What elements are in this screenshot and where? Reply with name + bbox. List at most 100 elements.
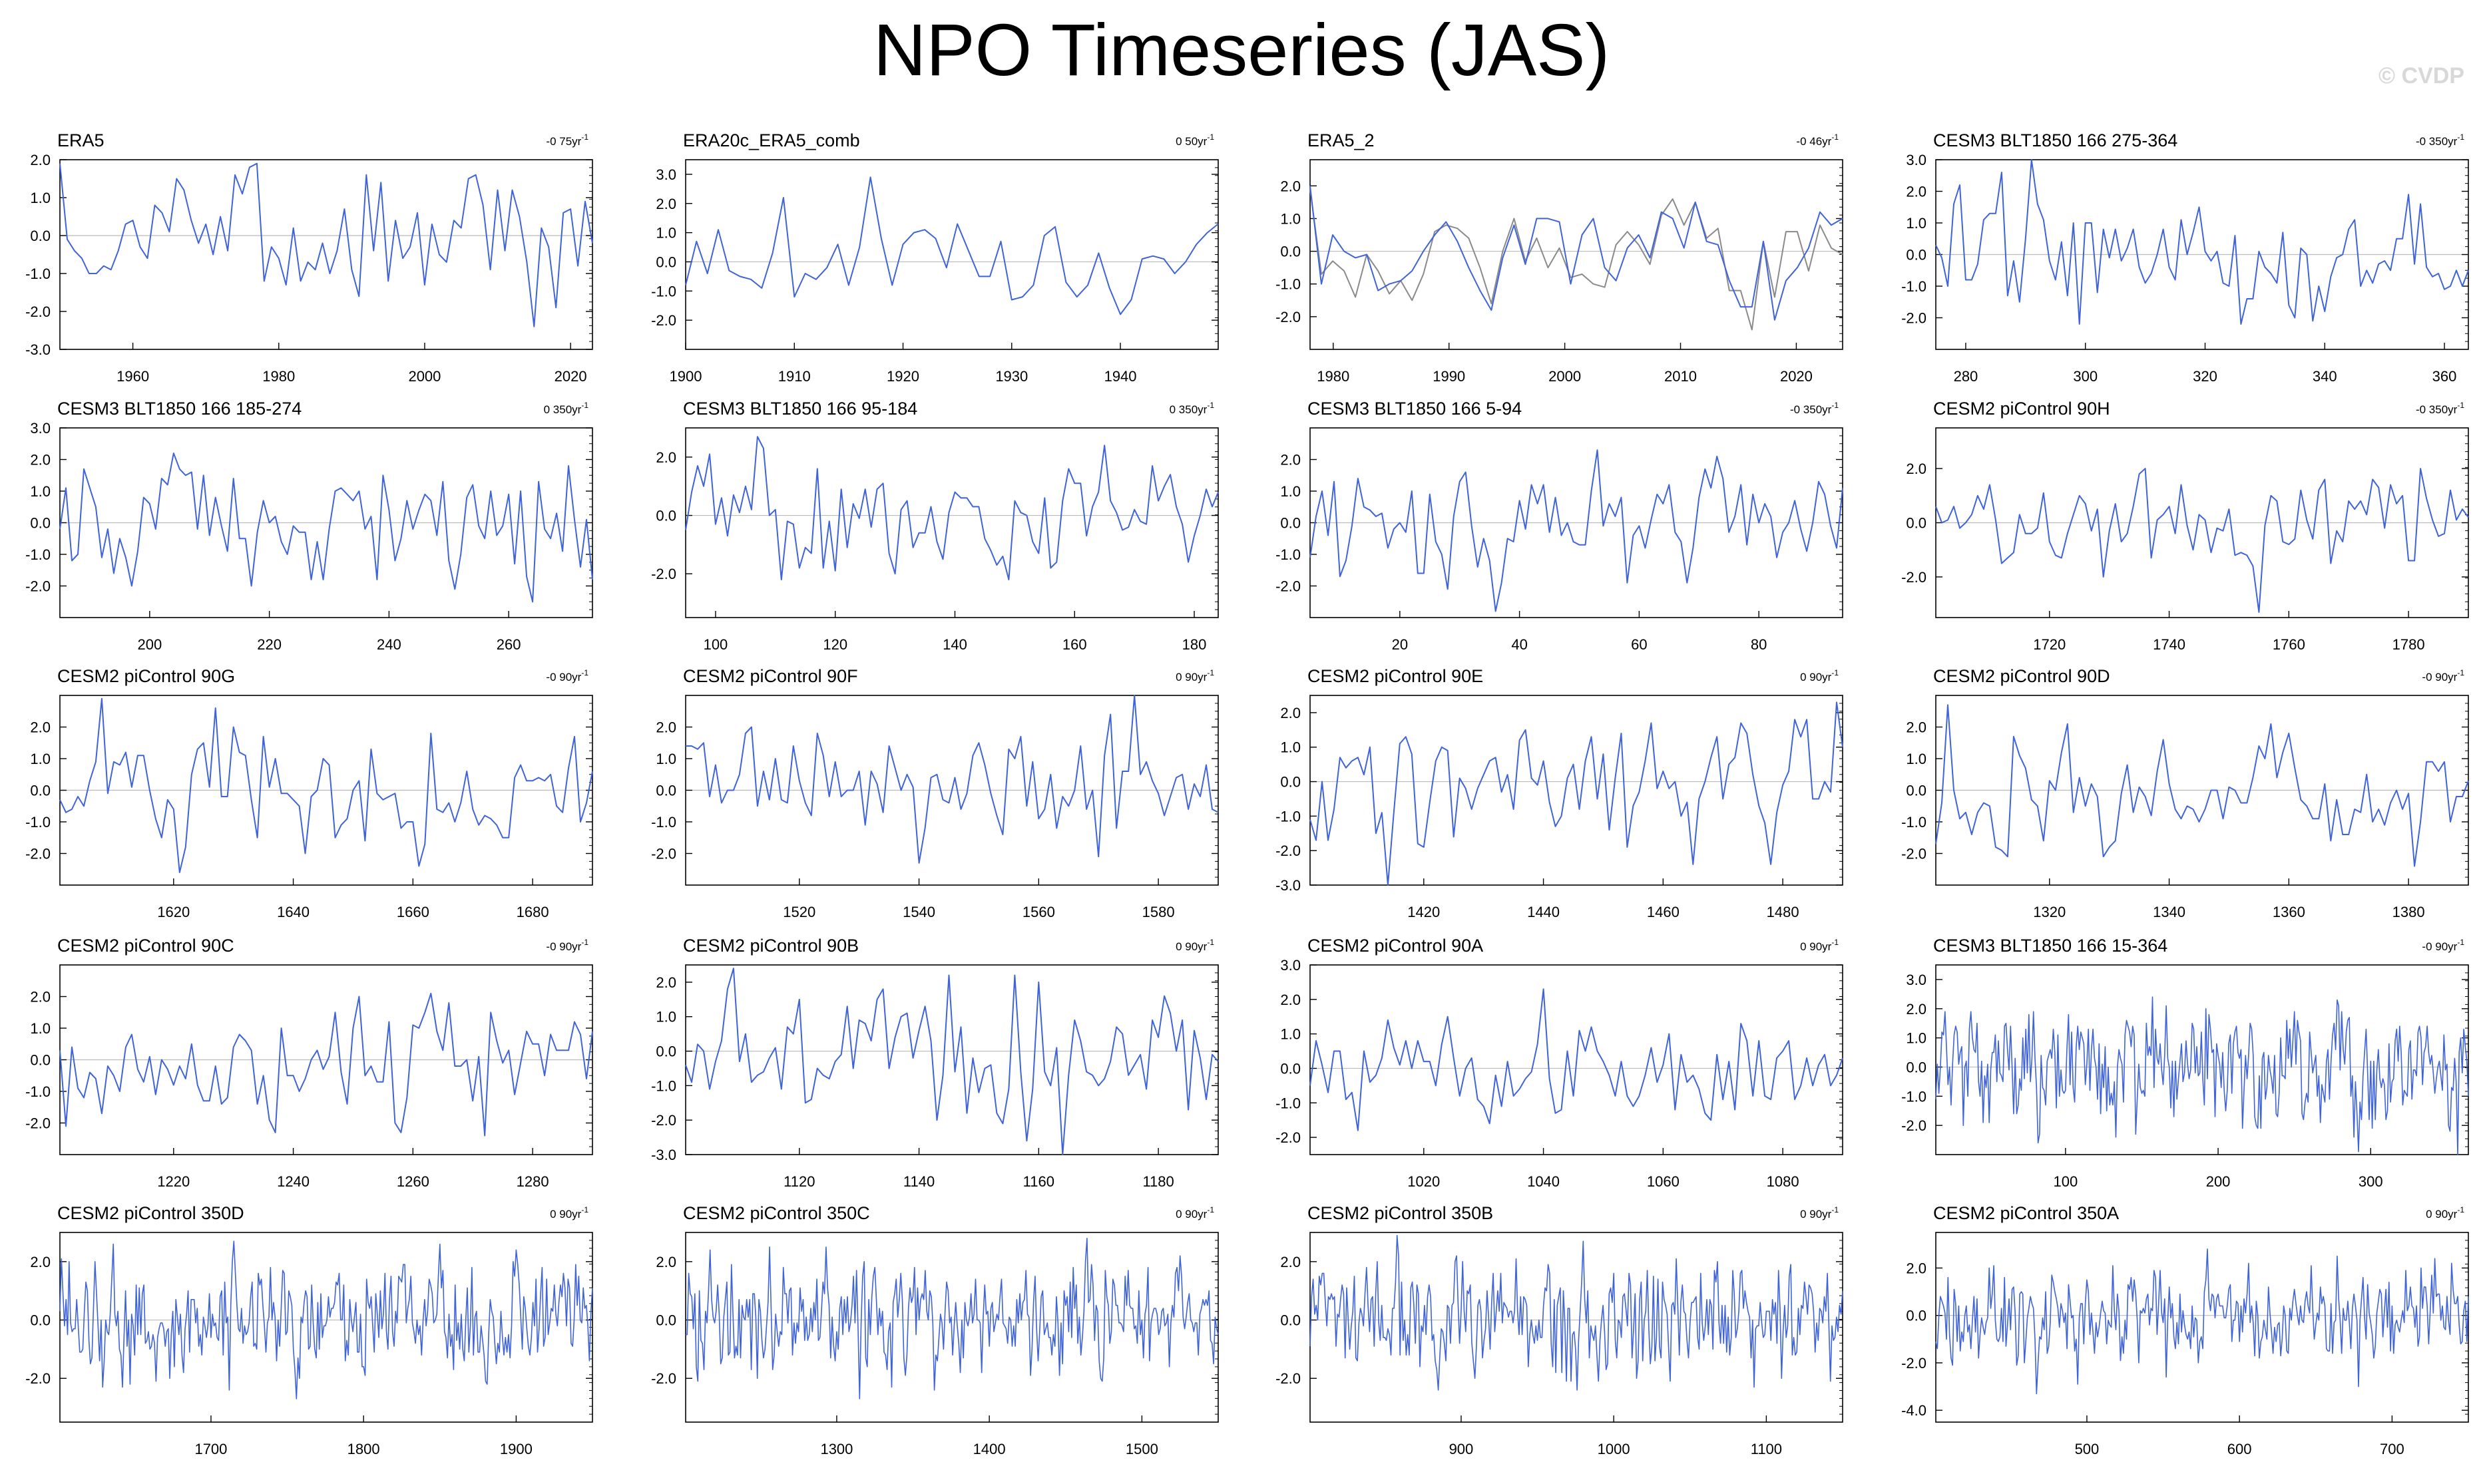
y-tick-label: 0.0 <box>30 1052 51 1069</box>
y-tick-label: -2.0 <box>651 846 676 862</box>
y-tick-label: -1.0 <box>1901 814 1926 831</box>
x-tick-label: 200 <box>137 636 162 653</box>
y-tick-label: 1.0 <box>1906 1030 1926 1047</box>
panel-20: CESM2 piControl 350A 0 90yr-1 2.0 0.0 -2.0 -4… <box>1901 1203 2469 1457</box>
y-tick-label: -2.0 <box>1901 846 1926 862</box>
y-tick-label: -2.0 <box>25 1115 51 1132</box>
x-tick-label: 2000 <box>1548 368 1581 385</box>
series-line <box>1309 988 1843 1131</box>
x-tick-label: 1540 <box>903 904 935 920</box>
y-tick-label: 3.0 <box>1906 152 1926 168</box>
y-tick-label: 1.0 <box>1280 210 1301 227</box>
x-tick-label: 2020 <box>1780 368 1813 385</box>
y-tick-label: -2.0 <box>651 566 676 582</box>
y-tick-label: -2.0 <box>1275 309 1301 325</box>
series-line <box>685 436 1219 580</box>
x-tick-label: 1100 <box>1751 1441 1782 1457</box>
y-tick-label: -1.0 <box>25 546 51 563</box>
y-tick-label: -3.0 <box>1275 877 1301 894</box>
panel-title: CESM2 piControl 350D <box>57 1203 244 1223</box>
trend-label: 0 90yr-1 <box>2426 1205 2464 1220</box>
y-tick-label: 0.0 <box>656 508 676 524</box>
x-tick-label: 1740 <box>2153 636 2185 653</box>
x-tick-label: 320 <box>2193 368 2217 385</box>
x-tick-label: 1680 <box>517 904 549 920</box>
y-tick-label: -1.0 <box>651 814 676 831</box>
y-tick-label: 1.0 <box>1280 1026 1301 1043</box>
panel-title: CESM2 piControl 350B <box>1307 1203 1493 1223</box>
y-tick-label: 0.0 <box>1280 515 1301 532</box>
series-line <box>1935 996 2469 1155</box>
series-line <box>686 1238 1219 1399</box>
y-tick-label: -2.0 <box>651 1370 676 1387</box>
y-tick-label: -1.0 <box>1275 1095 1301 1111</box>
y-tick-label: -4.0 <box>1901 1402 1926 1419</box>
series-line <box>59 697 593 873</box>
x-tick-label: 1140 <box>903 1173 935 1190</box>
x-tick-label: 200 <box>2206 1173 2231 1190</box>
y-tick-label: 2.0 <box>1906 184 1926 200</box>
x-tick-label: 1760 <box>2273 636 2305 653</box>
trend-label: 0 90yr-1 <box>1176 938 1214 953</box>
y-tick-label: -2.0 <box>651 312 676 329</box>
y-tick-label: 1.0 <box>30 190 51 206</box>
panel-2: ERA20c_ERA5_comb 0 50yr-1 3.0 2.0 1.0 0.0 -1.0… <box>651 130 1219 385</box>
panel-title: CESM2 piControl 350C <box>683 1203 870 1223</box>
trend-label: -0 90yr-1 <box>546 938 588 953</box>
y-tick-label: 2.0 <box>656 1254 676 1270</box>
panel-9: CESM2 piControl 90G -0 90yr-1 2.0 1.0 0.0 -1.… <box>25 666 593 920</box>
y-tick-label: -1.0 <box>1901 278 1926 295</box>
x-tick-label: 1480 <box>1767 904 1799 920</box>
panel-12: CESM2 piControl 90D -0 90yr-1 2.0 1.0 0.0 -1.… <box>1901 666 2469 920</box>
y-tick-label: 0.0 <box>656 783 676 799</box>
x-tick-label: 1980 <box>1317 368 1349 385</box>
x-tick-label: 120 <box>823 636 847 653</box>
y-tick-label: -2.0 <box>1901 310 1926 327</box>
x-tick-label: 100 <box>704 636 728 653</box>
panel-title: CESM2 piControl 90F <box>683 666 858 686</box>
y-tick-label: 0.0 <box>1280 244 1301 260</box>
y-tick-label: 1.0 <box>656 225 676 242</box>
series-line <box>1309 1234 1843 1391</box>
series-line-secondary <box>1309 189 1843 331</box>
plot-frame <box>685 159 1219 350</box>
panel-7: CESM3 BLT1850 166 5-94 -0 350yr-1 2.0 1.0 0.… <box>1275 399 1843 653</box>
y-tick-label: -2.0 <box>651 1112 676 1129</box>
y-tick-label: 2.0 <box>1280 452 1301 468</box>
x-tick-label: 1900 <box>670 368 702 385</box>
page-title: NPO Timeseries (JAS) <box>873 9 1610 91</box>
y-tick-label: -2.0 <box>1275 1129 1301 1146</box>
y-tick-label: -2.0 <box>1901 1117 1926 1134</box>
series-line <box>1935 704 2469 867</box>
panel-title: CESM3 BLT1850 166 95-184 <box>683 399 917 419</box>
x-tick-label: 1180 <box>1142 1173 1174 1190</box>
y-tick-label: -2.0 <box>1275 842 1301 859</box>
y-tick-label: -1.0 <box>25 266 51 282</box>
x-tick-label: 160 <box>1062 636 1087 653</box>
y-tick-label: 1.0 <box>656 751 676 767</box>
panel-title: ERA20c_ERA5_comb <box>683 130 860 150</box>
y-tick-label: -2.0 <box>25 1370 51 1387</box>
panel-16: CESM3 BLT1850 166 15-364 -0 90yr-1 3.0 2.0 1… <box>1901 936 2469 1190</box>
panel-5: CESM3 BLT1850 166 185-274 0 350yr-1 3.0 2.0… <box>25 399 593 653</box>
panel-4: CESM3 BLT1850 166 275-364 -0 350yr-1 3.0 2.… <box>1901 130 2469 385</box>
x-tick-label: 1460 <box>1647 904 1680 920</box>
x-tick-label: 1780 <box>2392 636 2425 653</box>
y-tick-label: 2.0 <box>1906 719 1926 736</box>
y-tick-label: 0.0 <box>1280 1312 1301 1329</box>
x-tick-label: 1120 <box>784 1173 815 1190</box>
x-tick-label: 600 <box>2227 1441 2252 1457</box>
y-tick-label: -2.0 <box>1275 1370 1301 1387</box>
y-tick-label: 0.0 <box>1280 1060 1301 1077</box>
y-tick-label: -2.0 <box>1275 578 1301 595</box>
y-tick-label: 2.0 <box>30 989 51 1006</box>
x-tick-label: 1580 <box>1142 904 1175 920</box>
x-tick-label: 100 <box>2053 1173 2078 1190</box>
x-tick-label: 900 <box>1449 1441 1474 1457</box>
y-tick-label: 3.0 <box>656 166 676 183</box>
panel-title: CESM3 BLT1850 166 15-364 <box>1933 936 2167 956</box>
series-line <box>1935 468 2469 613</box>
x-tick-label: 1660 <box>397 904 429 920</box>
panel-3: ERA5_2 -0 46yr-1 2.0 1.0 0.0 -1.0 -2.0 1980 1990… <box>1275 130 1843 385</box>
